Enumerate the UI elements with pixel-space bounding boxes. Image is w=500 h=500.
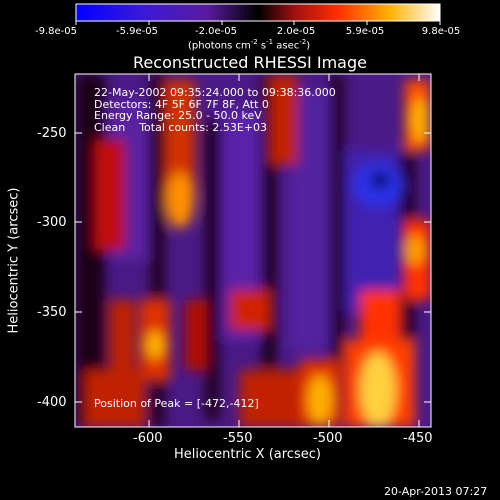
x-tick-label: -500 <box>313 431 343 446</box>
colorbar <box>75 3 441 25</box>
x-tick-label: -600 <box>133 431 163 446</box>
info-detectors: Detectors: 4F 5F 6F 7F 8F, Att 0 <box>94 97 269 111</box>
colorbar-tick: -2.0e-05 <box>195 26 237 37</box>
info-energy-range: Energy Range: 25.0 - 50.0 keV <box>94 109 262 122</box>
x-tick-label: -450 <box>403 431 433 446</box>
y-tick-label: -400 <box>37 395 67 410</box>
plot-frame <box>74 73 432 428</box>
info-time-range: 22-May-2002 09:35:24.000 to 09:38:36.000 <box>94 86 336 99</box>
timestamp: 20-Apr-2013 07:27 <box>384 485 488 498</box>
info-annotation: 22-May-2002 09:35:24.000 to 09:38:36.000… <box>94 87 336 133</box>
colorbar-tick: 2.0e-05 <box>276 26 316 37</box>
y-tick-label: -350 <box>37 305 67 320</box>
colorbar-tick: 5.9e-05 <box>345 26 385 37</box>
y-tick-label: -250 <box>37 126 67 141</box>
info-clean-counts: Clean Total counts: 2.53E+03 <box>94 120 268 134</box>
colorbar-gradient <box>75 3 441 22</box>
colorbar-units: (photons cm-2 s-1 asec-2) <box>188 38 311 52</box>
colorbar-tick: -5.9e-05 <box>116 26 158 37</box>
y-axis-title: Heliocentric Y (arcsec) <box>6 187 22 334</box>
peak-position-label: Position of Peak = [-472,-412] <box>94 397 259 410</box>
colorbar-tick: 9.8e-05 <box>421 26 461 37</box>
x-axis-title: Heliocentric X (arcsec) <box>174 447 321 462</box>
colorbar-tick: -9.8e-05 <box>35 26 77 37</box>
y-tick-label: -300 <box>37 215 67 230</box>
plot-title: Reconstructed RHESSI Image <box>133 53 367 72</box>
x-tick-label: -550 <box>223 431 253 446</box>
